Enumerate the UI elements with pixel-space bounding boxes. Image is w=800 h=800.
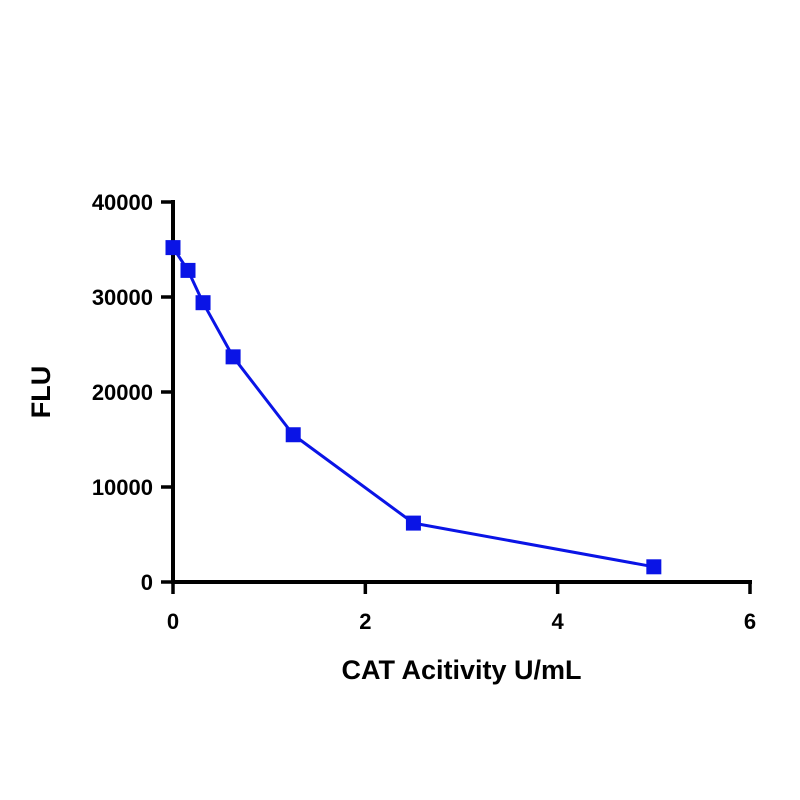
y-tick-label: 0	[141, 570, 153, 595]
x-tick-label: 2	[359, 609, 371, 634]
y-ticks: 0 10000 20000 30000 40000	[92, 190, 173, 595]
data-point	[195, 295, 211, 311]
y-tick-label: 10000	[92, 475, 153, 500]
data-point	[165, 240, 181, 256]
x-tick-label: 0	[167, 609, 179, 634]
x-tick-label: 4	[552, 609, 565, 634]
data-point	[285, 427, 301, 443]
y-tick-label: 30000	[92, 285, 153, 310]
data-point	[180, 262, 196, 278]
x-ticks: 0 2 4 6	[167, 582, 756, 634]
x-axis-title: CAT Acitivity U/mL	[341, 655, 581, 685]
x-tick-label: 6	[744, 609, 756, 634]
data-point	[225, 349, 241, 365]
data-point	[405, 515, 421, 531]
y-axis-title: FLU	[26, 366, 56, 418]
y-tick-label: 40000	[92, 190, 153, 215]
y-tick-label: 20000	[92, 380, 153, 405]
data-point	[646, 559, 662, 575]
series-group	[165, 240, 662, 575]
